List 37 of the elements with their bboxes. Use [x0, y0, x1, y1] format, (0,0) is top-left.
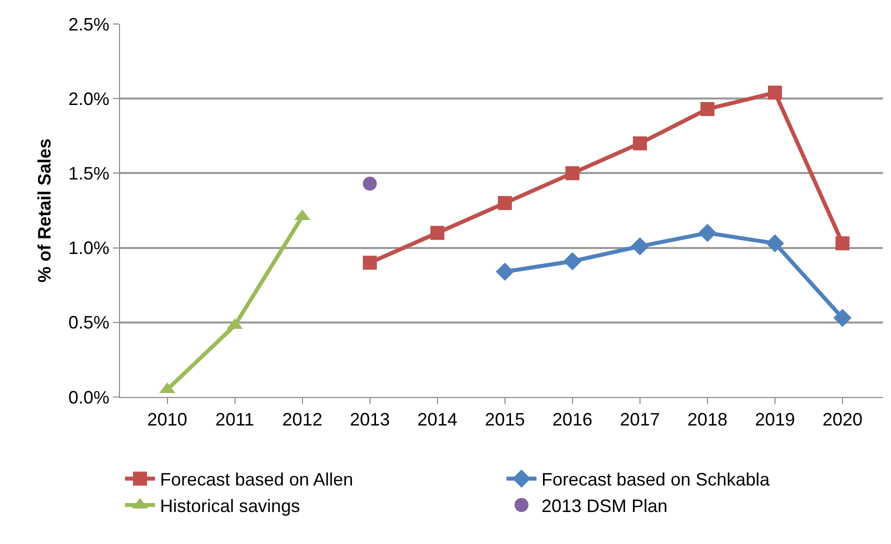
x-tick-label: 2010	[147, 410, 188, 430]
point	[362, 176, 377, 191]
point	[496, 262, 514, 281]
x-tick-label: 2012	[282, 410, 322, 430]
x-tick-label: 2017	[620, 410, 660, 430]
x-tick-label: 2011	[215, 410, 254, 430]
y-axis-title: % of Retail Sales	[34, 138, 55, 283]
point	[362, 256, 377, 270]
y-tick-label: 1.5%	[68, 164, 110, 184]
point	[498, 196, 512, 210]
point	[700, 102, 714, 116]
point	[768, 86, 782, 100]
x-tick-label: 2015	[484, 410, 525, 430]
point	[698, 224, 717, 242]
point	[563, 252, 582, 270]
legend-label: Forecast based on Allen	[160, 470, 354, 490]
x-tick-label: 2019	[754, 410, 795, 430]
point	[630, 237, 650, 256]
point	[766, 234, 784, 252]
y-tick-label: 0.0%	[68, 387, 110, 408]
point	[833, 308, 852, 328]
x-tick-label: 2016	[552, 410, 592, 430]
x-tick-label: 2020	[822, 410, 863, 430]
point	[565, 166, 580, 180]
point	[632, 136, 647, 150]
legend-label: 2013 DSM Plan	[542, 496, 668, 516]
y-tick-label: 1.0%	[68, 238, 110, 258]
x-tick-label: 2014	[417, 410, 458, 430]
y-tick-label: 2.5%	[68, 14, 110, 34]
x-tick-label: 2018	[687, 410, 728, 430]
y-tick-label: 2.0%	[68, 88, 110, 109]
y-tick-label: 0.5%	[68, 312, 110, 333]
legend-label: Forecast based on Schkabla	[542, 470, 771, 490]
point	[835, 236, 850, 250]
x-tick-label: 2013	[350, 410, 390, 430]
point	[430, 226, 444, 240]
legend-label: Historical savings	[160, 496, 300, 516]
